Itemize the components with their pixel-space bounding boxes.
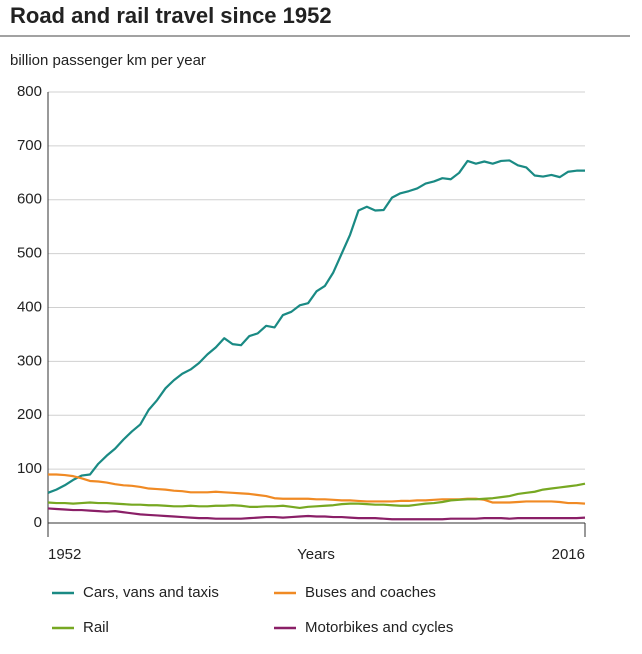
y-tick-label: 400 <box>17 298 42 315</box>
y-tick-label: 700 <box>17 137 42 154</box>
x-tick-label: 2016 <box>552 546 585 563</box>
x-tick-label: 1952 <box>48 546 81 563</box>
y-tick-label: 300 <box>17 352 42 369</box>
y-tick-label: 100 <box>17 460 42 477</box>
series-line <box>47 482 586 510</box>
legend-label: Motorbikes and cycles <box>305 619 453 636</box>
y-tick-label: 500 <box>17 245 42 262</box>
legend-label: Cars, vans and taxis <box>83 584 219 601</box>
series-line <box>47 159 585 494</box>
x-axis-label: Years <box>297 546 335 563</box>
chart-title: Road and rail travel since 1952 <box>10 3 332 28</box>
y-tick-label: 200 <box>17 406 42 423</box>
legend-label: Rail <box>83 619 109 636</box>
y-tick-label: 0 <box>34 514 42 531</box>
y-tick-label: 600 <box>17 191 42 208</box>
chart-subtitle: billion passenger km per year <box>10 52 206 69</box>
y-tick-label: 800 <box>17 83 42 100</box>
legend-label: Buses and coaches <box>305 584 436 601</box>
series-line <box>47 507 586 521</box>
series-line <box>48 473 586 505</box>
